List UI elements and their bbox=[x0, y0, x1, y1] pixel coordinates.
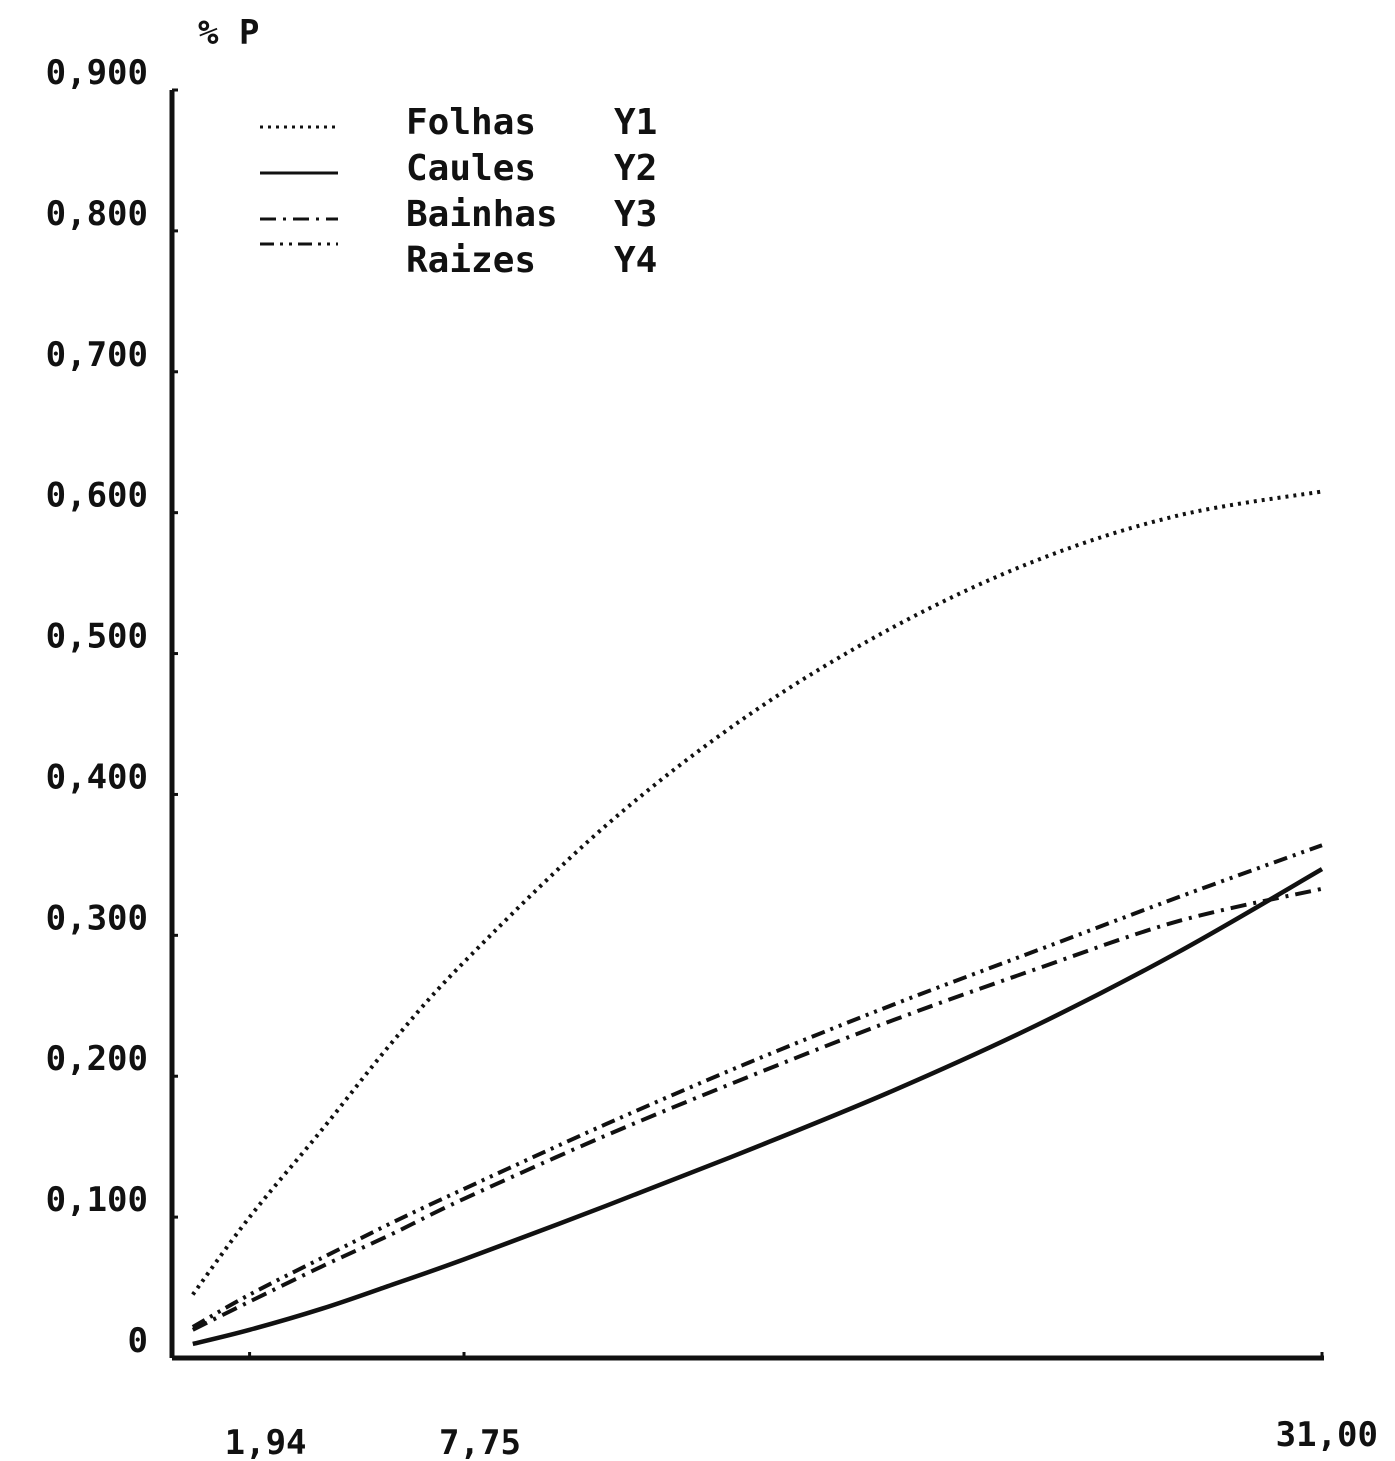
legend-key-y3: Y3 bbox=[614, 194, 657, 235]
series-layer bbox=[191, 489, 1324, 1347]
legend-label-caules: Caules bbox=[406, 148, 536, 189]
legend-label-folhas: Folhas bbox=[406, 102, 536, 143]
y-tick-label: 0 bbox=[128, 1321, 148, 1361]
x-tick-label: 7,75 bbox=[439, 1423, 521, 1461]
y-tick-label: 0,300 bbox=[46, 898, 148, 938]
legend: Folhas Y1 Caules Y2 Bainhas Y3 Raizes Y4 bbox=[260, 102, 657, 281]
series-line-folhas bbox=[191, 489, 1323, 1296]
y-tick-label: 0,900 bbox=[46, 53, 148, 93]
y-tick-label: 0,400 bbox=[46, 757, 148, 797]
legend-key-y2: Y2 bbox=[614, 148, 657, 189]
series-line-bainhas bbox=[191, 886, 1323, 1332]
y-tick-label: 0,700 bbox=[46, 335, 148, 375]
series-line-caules bbox=[192, 867, 1324, 1347]
y-tick-label: 0,800 bbox=[46, 194, 148, 234]
axes-layer bbox=[169, 90, 1324, 1361]
legend-key-y1: Y1 bbox=[614, 102, 657, 143]
y-tick-label: 0,200 bbox=[46, 1039, 148, 1079]
ticks-layer: 0 0,100 0,200 0,300 0,400 0,500 0,600 0,700 0,80… bbox=[46, 53, 1378, 1461]
y-tick-label: 0,100 bbox=[46, 1180, 148, 1220]
legend-key-y4: Y4 bbox=[614, 240, 657, 281]
x-tick-label: 31,00 bbox=[1276, 1415, 1378, 1455]
legend-label-raizes: Raizes bbox=[406, 240, 536, 281]
y-tick-label: 0,500 bbox=[46, 617, 148, 657]
x-tick-label: 1,94 bbox=[225, 1423, 307, 1461]
y-tick-label: 0,600 bbox=[46, 476, 148, 516]
series-line-raizes bbox=[191, 843, 1323, 1329]
y-axis-label: % P bbox=[198, 13, 259, 53]
legend-label-bainhas: Bainhas bbox=[406, 194, 558, 235]
